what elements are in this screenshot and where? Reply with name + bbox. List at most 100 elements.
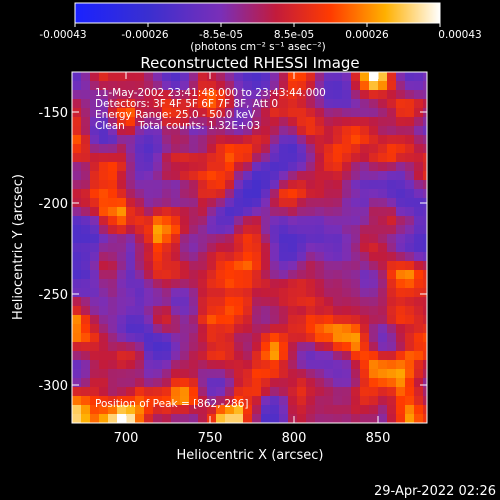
image-pixel	[180, 387, 190, 397]
image-pixel	[261, 252, 271, 262]
image-pixel	[351, 180, 361, 190]
image-pixel	[108, 153, 118, 163]
image-pixel	[72, 234, 82, 244]
image-pixel	[270, 90, 280, 100]
image-pixel	[171, 396, 181, 406]
image-pixel	[333, 81, 343, 91]
image-pixel	[216, 225, 226, 235]
image-pixel	[369, 360, 379, 370]
image-pixel	[324, 81, 334, 91]
image-pixel	[72, 387, 82, 397]
image-pixel	[297, 234, 307, 244]
image-pixel	[342, 99, 352, 109]
image-pixel	[387, 171, 397, 181]
image-pixel	[351, 162, 361, 172]
image-pixel	[369, 333, 379, 343]
image-pixel	[261, 207, 271, 217]
image-pixel	[99, 81, 109, 91]
image-pixel	[297, 369, 307, 379]
image-pixel	[333, 261, 343, 271]
image-pixel	[351, 279, 361, 289]
image-pixel	[216, 306, 226, 316]
image-pixel	[369, 162, 379, 172]
image-pixel	[189, 378, 199, 388]
image-pixel	[99, 261, 109, 271]
image-pixel	[270, 342, 280, 352]
image-pixel	[414, 396, 424, 406]
image-pixel	[171, 360, 181, 370]
image-pixel	[279, 144, 289, 154]
image-pixel	[72, 207, 82, 217]
image-pixel	[270, 207, 280, 217]
image-pixel	[360, 180, 370, 190]
image-pixel	[333, 225, 343, 235]
image-pixel	[171, 261, 181, 271]
image-pixel	[216, 414, 226, 423]
image-pixel	[423, 207, 427, 217]
image-pixel	[306, 144, 316, 154]
image-pixel	[234, 207, 244, 217]
image-pixel	[270, 189, 280, 199]
image-pixel	[81, 252, 91, 262]
image-pixel	[261, 162, 271, 172]
image-pixel	[171, 198, 181, 208]
image-pixel	[396, 72, 406, 82]
image-pixel	[171, 234, 181, 244]
image-pixel	[117, 333, 127, 343]
image-pixel	[81, 369, 91, 379]
image-pixel	[405, 243, 415, 253]
image-pixel	[225, 315, 235, 325]
image-pixel	[108, 189, 118, 199]
image-pixel	[351, 108, 361, 118]
image-pixel	[180, 405, 190, 415]
image-pixel	[396, 243, 406, 253]
image-pixel	[162, 126, 172, 136]
image-pixel	[153, 288, 163, 298]
image-pixel	[261, 369, 271, 379]
image-pixel	[288, 405, 298, 415]
image-pixel	[216, 351, 226, 361]
image-pixel	[81, 198, 91, 208]
image-pixel	[333, 252, 343, 262]
image-pixel	[378, 99, 388, 109]
image-pixel	[315, 360, 325, 370]
image-pixel	[414, 288, 424, 298]
image-pixel	[405, 99, 415, 109]
image-pixel	[207, 117, 217, 127]
image-pixel	[396, 144, 406, 154]
image-pixel	[126, 378, 136, 388]
image-pixel	[198, 342, 208, 352]
image-pixel	[306, 342, 316, 352]
image-pixel	[369, 342, 379, 352]
image-pixel	[225, 135, 235, 145]
image-pixel	[315, 117, 325, 127]
image-pixel	[324, 270, 334, 280]
image-pixel	[333, 342, 343, 352]
image-pixel	[234, 90, 244, 100]
image-pixel	[369, 396, 379, 406]
image-pixel	[423, 252, 427, 262]
image-pixel	[288, 180, 298, 190]
image-pixel	[126, 360, 136, 370]
image-pixel	[297, 135, 307, 145]
image-pixel	[216, 207, 226, 217]
image-pixel	[405, 360, 415, 370]
image-pixel	[180, 90, 190, 100]
image-pixel	[225, 216, 235, 226]
image-pixel	[198, 153, 208, 163]
image-pixel	[288, 279, 298, 289]
image-pixel	[162, 252, 172, 262]
image-pixel	[72, 216, 82, 226]
image-pixel	[288, 225, 298, 235]
image-pixel	[144, 198, 154, 208]
image-pixel	[261, 342, 271, 352]
image-pixel	[306, 405, 316, 415]
image-pixel	[423, 216, 427, 226]
image-pixel	[306, 387, 316, 397]
image-pixel	[315, 351, 325, 361]
image-pixel	[135, 288, 145, 298]
image-pixel	[108, 369, 118, 379]
image-pixel	[387, 216, 397, 226]
image-pixel	[72, 252, 82, 262]
image-pixel	[225, 207, 235, 217]
